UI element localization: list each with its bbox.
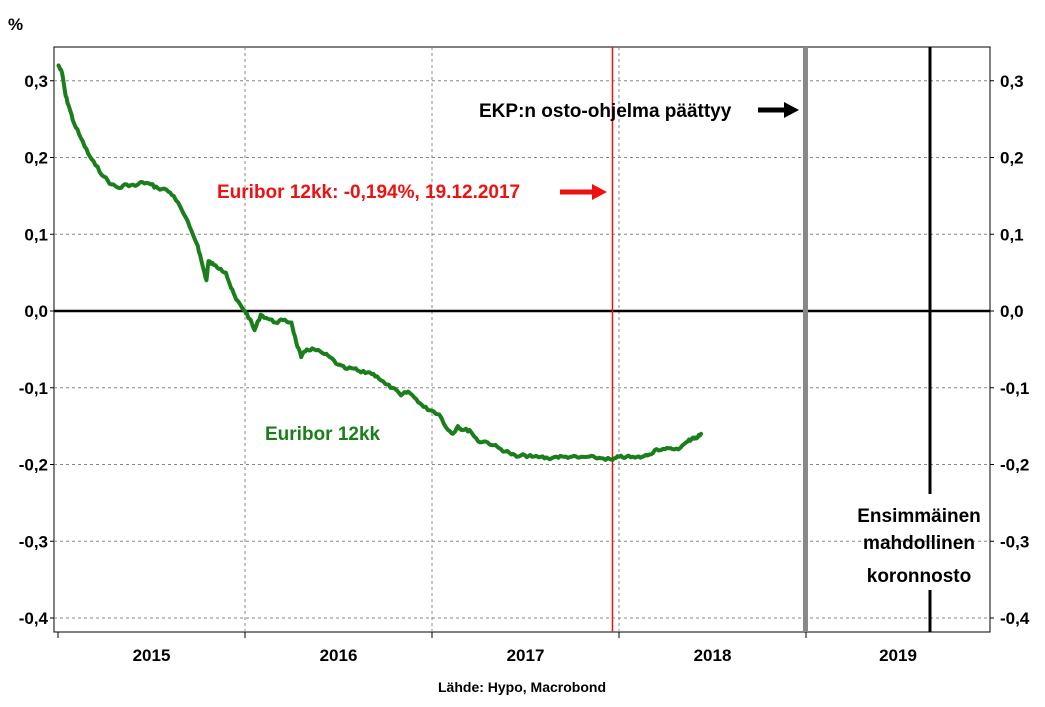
- rate-hike-annotation-line2: mahdollinen: [863, 533, 975, 554]
- y-tick-label: 0,0: [1000, 302, 1024, 321]
- y-tick-label: -0,2: [1000, 456, 1029, 475]
- y-tick-label: -0,4: [1000, 609, 1030, 628]
- y-tick-label: 0,3: [1000, 72, 1024, 91]
- y-tick-label: -0,3: [19, 532, 48, 551]
- x-tick-label: 2018: [694, 646, 732, 665]
- rate-hike-annotation-line3: koronnosto: [867, 566, 972, 587]
- arrow-right-icon: [560, 184, 607, 200]
- euribor-annotation: Euribor 12kk: -0,194%, 19.12.2017: [217, 182, 520, 203]
- source-note: Lähde: Hypo, Macrobond: [438, 679, 606, 695]
- y-axis-left: 0,3 0,2 0,1 0,0 -0,1 -0,2 -0,3 -0,4: [19, 72, 54, 628]
- x-axis: 2015 2016 2017 2018 2019: [57, 632, 917, 665]
- y-tick-label: 0,0: [24, 302, 48, 321]
- y-tick-label: 0,3: [24, 72, 48, 91]
- y-tick-label: -0,3: [1000, 532, 1029, 551]
- x-tick-label: 2017: [507, 646, 545, 665]
- y-tick-label: 0,1: [1000, 225, 1024, 244]
- y-axis-unit-label: %: [8, 15, 23, 34]
- x-tick-label: 2016: [320, 646, 358, 665]
- series-label: Euribor 12kk: [265, 424, 381, 445]
- y-tick-label: -0,2: [19, 456, 48, 475]
- y-tick-label: 0,2: [1000, 149, 1024, 168]
- x-tick-label: 2015: [133, 646, 171, 665]
- y-tick-label: 0,2: [24, 149, 48, 168]
- ekp-annotation: EKP:n osto-ohjelma päättyy: [479, 101, 732, 122]
- gridlines: [54, 47, 990, 632]
- y-tick-label: -0,1: [19, 379, 48, 398]
- arrow-right-icon: [758, 102, 799, 118]
- y-tick-label: -0,4: [19, 609, 49, 628]
- plot-area: [53, 46, 991, 633]
- y-axis-right: 0,3 0,2 0,1 0,0 -0,1 -0,2 -0,3 -0,4: [990, 72, 1030, 628]
- rate-hike-annotation-line1: Ensimmäinen: [857, 506, 981, 527]
- series-line-euribor-12kk: [56, 63, 703, 462]
- y-tick-label: -0,1: [1000, 379, 1029, 398]
- x-tick-label: 2019: [879, 646, 917, 665]
- y-tick-label: 0,1: [24, 225, 48, 244]
